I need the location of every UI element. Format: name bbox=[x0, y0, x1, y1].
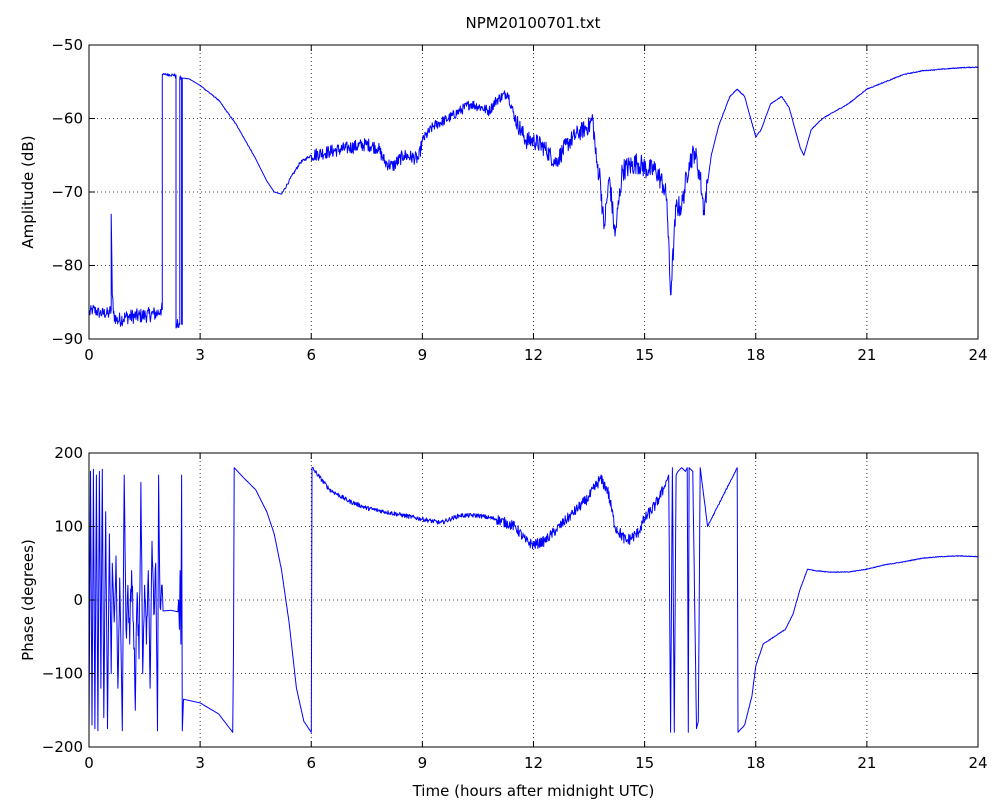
phase-panel: 0 3 6 9 12 15 18 21 24 −200 −100 0 100 200 Phase (degr… bbox=[19, 444, 988, 800]
phase-y-tick-label: −200 bbox=[42, 738, 83, 756]
phase-x-tick-label: 3 bbox=[195, 754, 205, 772]
amplitude-x-tick-label: 0 bbox=[84, 346, 94, 364]
phase-x-tick-label: 15 bbox=[635, 754, 654, 772]
amplitude-x-tick-label: 15 bbox=[635, 346, 654, 364]
amplitude-x-tick-label: 3 bbox=[195, 346, 205, 364]
amplitude-panel: 0 3 6 9 12 15 18 21 24 −90 −80 −70 −60 −50 Amplitude (… bbox=[19, 36, 988, 364]
amplitude-y-axis-label: Amplitude (dB) bbox=[19, 135, 37, 248]
phase-x-tick-label: 6 bbox=[306, 754, 316, 772]
amplitude-x-tick-label: 18 bbox=[746, 346, 765, 364]
phase-x-tick-label: 24 bbox=[968, 754, 987, 772]
phase-y-tick-label: −100 bbox=[42, 665, 83, 683]
chart-title: NPM20100701.txt bbox=[466, 14, 601, 32]
amplitude-y-tick-label: −60 bbox=[51, 110, 83, 128]
amplitude-x-tick-label: 9 bbox=[418, 346, 428, 364]
amplitude-y-tick-label: −80 bbox=[51, 257, 83, 275]
phase-x-tick-label: 21 bbox=[857, 754, 876, 772]
amplitude-y-tick-label: −90 bbox=[51, 330, 83, 348]
phase-x-tick-label: 18 bbox=[746, 754, 765, 772]
phase-series-line bbox=[89, 466, 978, 733]
amplitude-x-tick-label: 24 bbox=[968, 346, 987, 364]
amplitude-y-tick-label: −70 bbox=[51, 183, 83, 201]
amplitude-x-tick-label: 21 bbox=[857, 346, 876, 364]
phase-y-tick-label: 0 bbox=[73, 591, 83, 609]
phase-x-axis-label: Time (hours after midnight UTC) bbox=[412, 782, 655, 800]
amplitude-y-tick-label: −50 bbox=[51, 36, 83, 54]
phase-x-tick-label: 9 bbox=[418, 754, 428, 772]
amplitude-x-tick-label: 12 bbox=[524, 346, 543, 364]
phase-y-axis-label: Phase (degrees) bbox=[19, 539, 37, 661]
phase-x-tick-label: 0 bbox=[84, 754, 94, 772]
amplitude-series-line bbox=[89, 66, 978, 329]
amplitude-x-tick-label: 6 bbox=[306, 346, 316, 364]
phase-y-tick-label: 100 bbox=[54, 518, 83, 536]
phase-y-tick-label: 200 bbox=[54, 444, 83, 462]
phase-x-tick-label: 12 bbox=[524, 754, 543, 772]
